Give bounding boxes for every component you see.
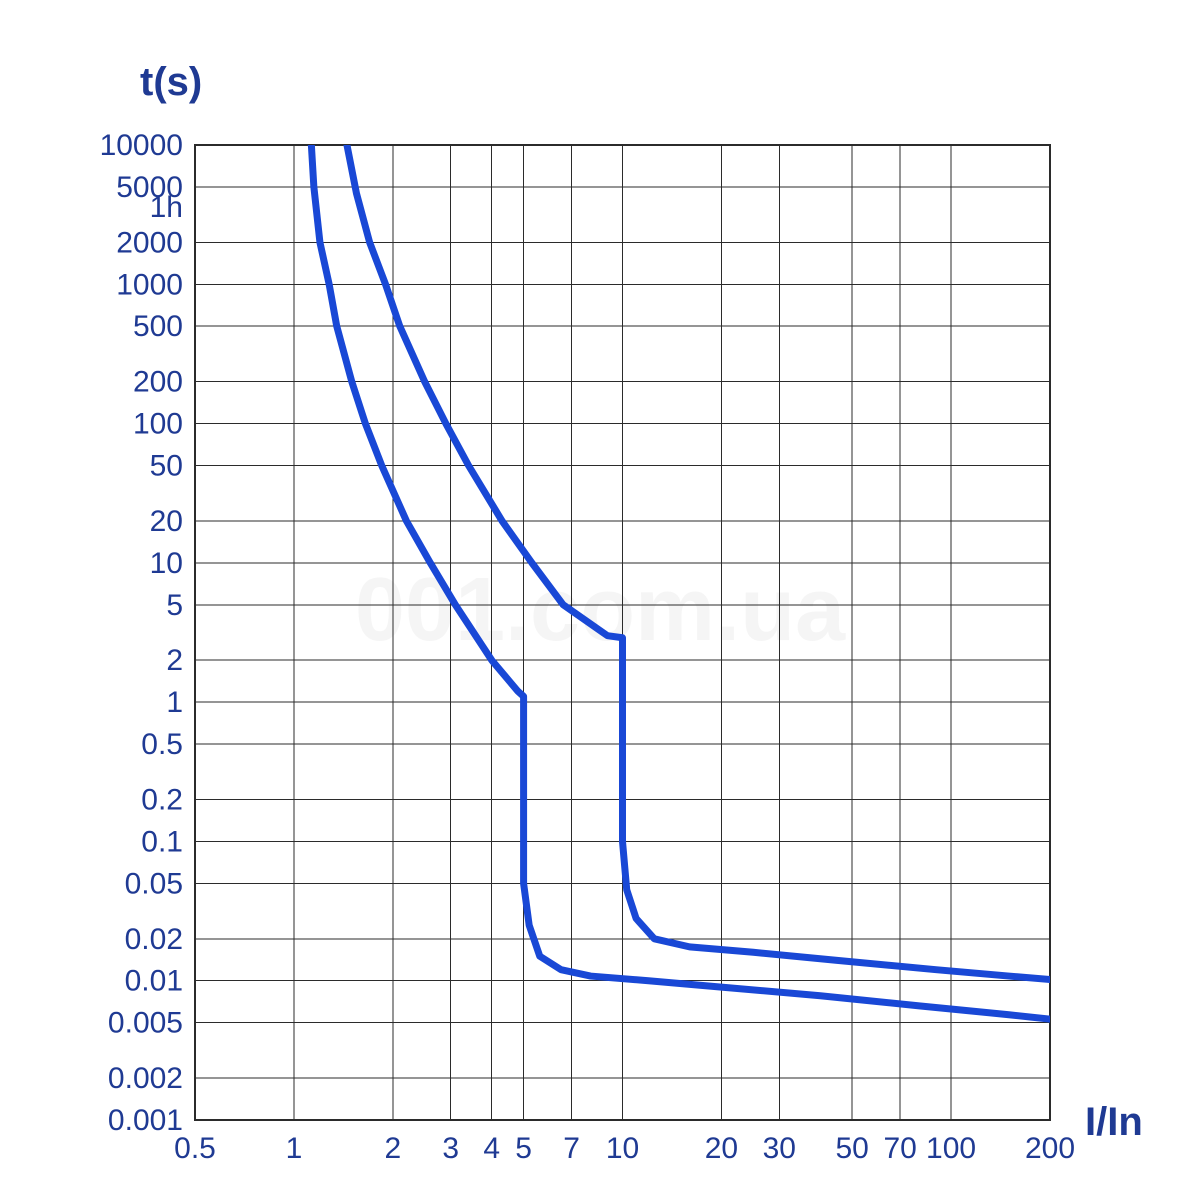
trip-curve-chart: 001.com.ua0.5123457102030507010020010000… bbox=[0, 0, 1200, 1200]
y-tick-label: 0.005 bbox=[108, 1007, 183, 1040]
y-axis-label: t(s) bbox=[140, 60, 202, 104]
y-tick-label: 0.002 bbox=[108, 1062, 183, 1095]
y-tick-label: 1 bbox=[166, 686, 183, 719]
x-tick-label: 2 bbox=[384, 1132, 401, 1165]
watermark-text: 001.com.ua bbox=[355, 560, 846, 660]
y-tick-label: 0.05 bbox=[125, 867, 183, 900]
x-tick-label: 70 bbox=[883, 1132, 916, 1165]
x-tick-label: 20 bbox=[705, 1132, 738, 1165]
x-tick-label: 30 bbox=[763, 1132, 796, 1165]
y-tick-label: 0.2 bbox=[141, 783, 183, 816]
y-tick-label: 10000 bbox=[100, 129, 183, 162]
x-tick-label: 50 bbox=[835, 1132, 868, 1165]
y-tick-label: 200 bbox=[133, 366, 183, 399]
y-tick-label: 10 bbox=[150, 547, 183, 580]
y-tick-label: 0.5 bbox=[141, 728, 183, 761]
y-tick-label: 0.02 bbox=[125, 923, 183, 956]
y-tick-label: 1000 bbox=[116, 268, 183, 301]
y-tick-label: 20 bbox=[150, 505, 183, 538]
y-tick-label: 2000 bbox=[116, 226, 183, 259]
y-tick-label: 5 bbox=[166, 589, 183, 622]
x-tick-label: 7 bbox=[563, 1132, 580, 1165]
y-tick-label: 0.001 bbox=[108, 1104, 183, 1137]
x-tick-label: 4 bbox=[483, 1132, 500, 1165]
y-tick-label: 1h bbox=[150, 191, 183, 224]
y-tick-label: 500 bbox=[133, 310, 183, 343]
x-tick-label: 100 bbox=[926, 1132, 976, 1165]
y-tick-label: 0.01 bbox=[125, 965, 183, 998]
y-tick-label: 100 bbox=[133, 408, 183, 441]
y-tick-label: 50 bbox=[150, 450, 183, 483]
x-tick-label: 1 bbox=[286, 1132, 303, 1165]
x-tick-label: 5 bbox=[515, 1132, 532, 1165]
y-tick-label: 0.1 bbox=[141, 825, 183, 858]
x-axis-label: I/In bbox=[1085, 1100, 1143, 1144]
x-tick-label: 3 bbox=[442, 1132, 459, 1165]
x-tick-label: 10 bbox=[606, 1132, 639, 1165]
y-tick-label: 2 bbox=[166, 644, 183, 677]
x-tick-label: 200 bbox=[1025, 1132, 1075, 1165]
